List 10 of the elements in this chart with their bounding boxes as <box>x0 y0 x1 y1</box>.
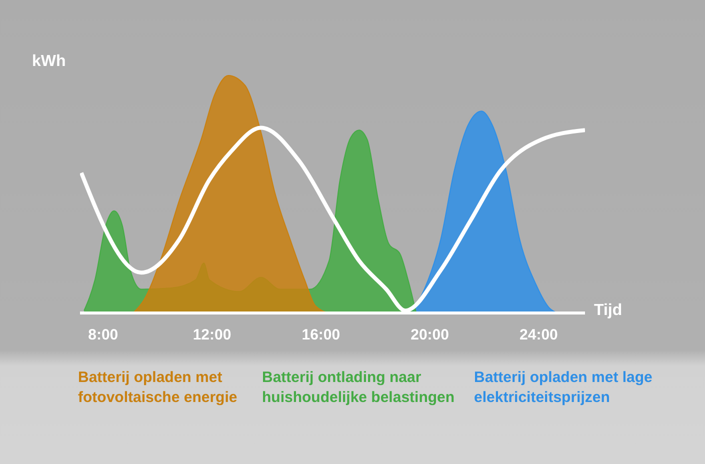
text: Batterij ontlading naar huishoudelijke belastingen <box>262 368 456 408</box>
x-axis-title: Tijd <box>594 302 622 320</box>
x-tick-label: 24:00 <box>520 326 558 344</box>
x-tick-label: 20:00 <box>410 326 450 344</box>
text: Batterij opladen met lage elektriciteitsprijzen <box>474 368 654 408</box>
x-tick-label: 8:00 <box>88 326 118 344</box>
x-tick-label: 12:00 <box>192 326 232 344</box>
x-tick-label: 16:00 <box>302 326 340 344</box>
y-axis-title: kWh <box>32 53 66 71</box>
text: Batterij opladen met fotovoltaische energie <box>78 368 238 408</box>
